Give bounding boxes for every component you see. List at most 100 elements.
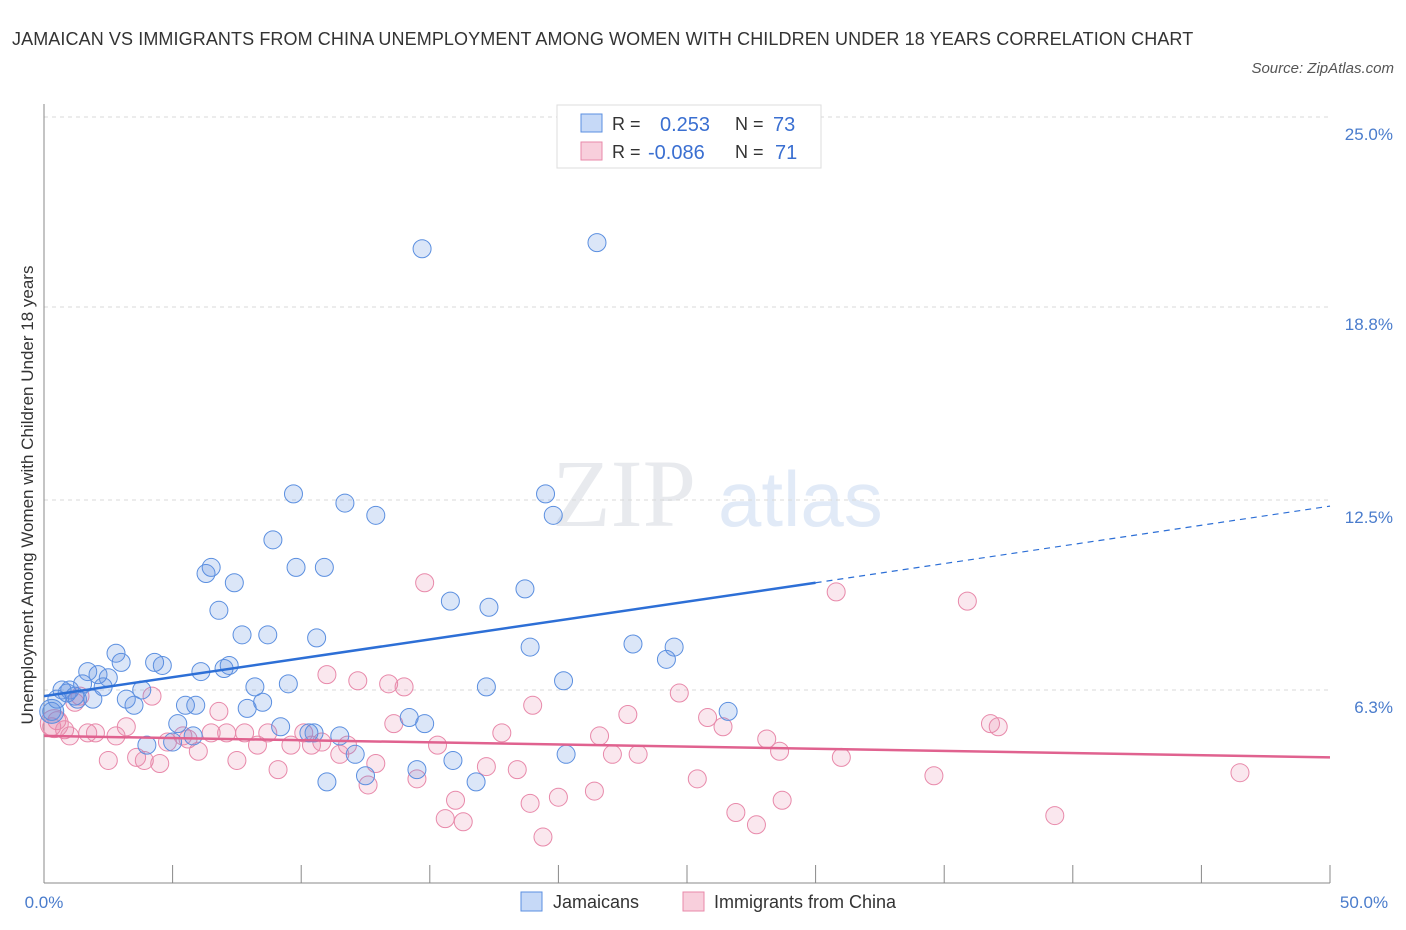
jamaicans-trend-extension (815, 505, 1331, 584)
stats-swatch-china (580, 141, 603, 161)
jamaicans-point (245, 677, 265, 697)
china-point (428, 735, 448, 755)
jamaicans-point (330, 726, 350, 746)
jamaicans-point (163, 732, 183, 752)
jamaicans-point (258, 625, 278, 645)
jamaicans-point (536, 484, 556, 504)
china-point (590, 726, 610, 746)
jamaicans-point (664, 637, 684, 657)
china-point (980, 714, 1000, 734)
watermark: ZIP atlas (552, 440, 883, 547)
jamaicans-point (286, 557, 306, 577)
x-tick-label-min: 0.0% (25, 893, 64, 912)
stats-n-label-1: N = (735, 114, 764, 134)
jamaicans-point (520, 637, 540, 657)
china-point (85, 723, 105, 743)
jamaicans-point (556, 744, 576, 764)
x-tick-label-max: 50.0% (1340, 893, 1388, 912)
china-point (924, 766, 944, 786)
jamaicans-point (124, 695, 144, 715)
stats-r-value-2: -0.086 (648, 142, 705, 164)
jamaicans-point (209, 600, 229, 620)
y-tick-label: 18.8% (1345, 315, 1393, 334)
jamaicans-point (196, 564, 216, 584)
china-point (713, 717, 733, 737)
china-point (116, 717, 136, 737)
china-point (98, 750, 118, 770)
watermark-zip: ZIP (552, 440, 696, 547)
china-point (394, 677, 414, 697)
jamaicans-point (232, 625, 252, 645)
china-point (548, 787, 568, 807)
bottom-legend: Jamaicans Immigrants from China (520, 891, 897, 912)
china-point (770, 741, 790, 761)
china-point (127, 747, 147, 767)
y-tick-label: 6.3% (1354, 698, 1393, 717)
china-point (55, 720, 75, 740)
china-point (446, 790, 466, 810)
jamaicans-point (543, 505, 563, 525)
jamaicans-point (183, 726, 203, 746)
jamaicans-point (415, 714, 435, 734)
y-tick-labels: 6.3% 12.5% 18.8% 25.0% (1345, 125, 1393, 717)
stats-n-value-2: 71 (775, 142, 797, 164)
china-point (415, 573, 435, 593)
jamaicans-point (253, 692, 273, 712)
jamaicans-point (271, 717, 291, 737)
china-point (1045, 806, 1065, 826)
jamaicans-point (201, 557, 221, 577)
y-axis-label: Unemployment Among Women with Children U… (18, 266, 37, 725)
china-point (988, 717, 1008, 737)
china-point (618, 704, 638, 724)
jamaicans-point (98, 668, 118, 688)
china-point (39, 709, 69, 739)
jamaicans-point (263, 530, 283, 550)
jamaicans-point (515, 579, 535, 599)
china-point (1230, 763, 1250, 783)
china-point (227, 750, 247, 770)
gridlines (44, 116, 1330, 691)
china-point (453, 812, 473, 832)
china-trend-line (43, 734, 1331, 759)
source-credit: Source: ZipAtlas.com (1251, 60, 1394, 77)
jamaicans-point (479, 597, 499, 617)
china-point (209, 701, 229, 721)
stats-r-value-1: 0.253 (660, 114, 710, 136)
legend-label-jamaicans: Jamaicans (553, 892, 639, 912)
jamaicans-point (587, 233, 607, 253)
china-point (584, 781, 604, 801)
legend-swatch-china (682, 891, 705, 912)
china-point (492, 723, 512, 743)
jamaicans-point (116, 689, 136, 709)
china-point (358, 775, 378, 795)
jamaicans-point (299, 723, 319, 743)
trend-lines (43, 505, 1331, 759)
jamaicans-point (168, 714, 188, 734)
china-point (826, 582, 846, 602)
china-point (294, 723, 314, 743)
jamaicans-point (317, 772, 337, 792)
jamaicans-point (656, 649, 676, 669)
watermark-atlas: atlas (718, 455, 883, 543)
china-point (142, 686, 162, 706)
china-point (957, 591, 977, 611)
jamaicans-point (366, 505, 386, 525)
jamaicans-point (335, 493, 355, 513)
china-point (523, 695, 543, 715)
china-point (435, 809, 455, 829)
china-point (520, 793, 540, 813)
china-point (687, 769, 707, 789)
jamaicans-point (106, 643, 126, 663)
stats-n-label-2: N = (735, 142, 764, 162)
jamaicans-point (407, 760, 427, 780)
jamaicans-point (345, 744, 365, 764)
series-jamaicans-points (39, 233, 738, 792)
china-point (669, 683, 689, 703)
china-point (628, 744, 648, 764)
jamaicans-point (440, 591, 460, 611)
jamaicans-point (314, 557, 334, 577)
jamaicans-point (224, 573, 244, 593)
jamaicans-point (623, 634, 643, 654)
chart-title: JAMAICAN VS IMMIGRANTS FROM CHINA UNEMPL… (12, 29, 1194, 49)
